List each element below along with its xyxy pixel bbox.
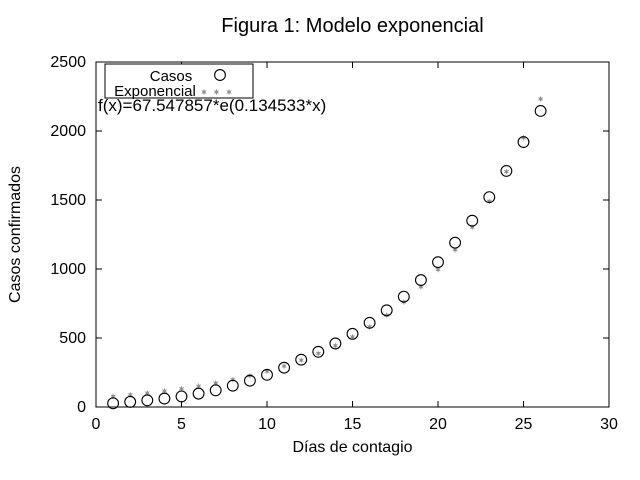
svg-text:1500: 1500 <box>50 192 86 209</box>
svg-text:2500: 2500 <box>50 54 86 71</box>
svg-text:15: 15 <box>344 416 362 433</box>
svg-text:Días de contagio: Días de contagio <box>292 439 412 456</box>
svg-text:20: 20 <box>429 416 447 433</box>
svg-text:25: 25 <box>515 416 533 433</box>
svg-text:f(x)=67.547857*e(0.134533*x): f(x)=67.547857*e(0.134533*x) <box>98 96 326 115</box>
svg-text:10: 10 <box>258 416 276 433</box>
svg-text:5: 5 <box>177 416 186 433</box>
svg-text:Casos confirmados: Casos confirmados <box>7 166 24 303</box>
svg-text:30: 30 <box>600 416 618 433</box>
svg-text:2000: 2000 <box>50 123 86 140</box>
svg-text:0: 0 <box>77 399 86 416</box>
svg-text:1000: 1000 <box>50 261 86 278</box>
svg-text:0: 0 <box>92 416 101 433</box>
svg-text:500: 500 <box>59 330 86 347</box>
svg-text:Figura 1: Modelo exponencial: Figura 1: Modelo exponencial <box>221 15 483 37</box>
